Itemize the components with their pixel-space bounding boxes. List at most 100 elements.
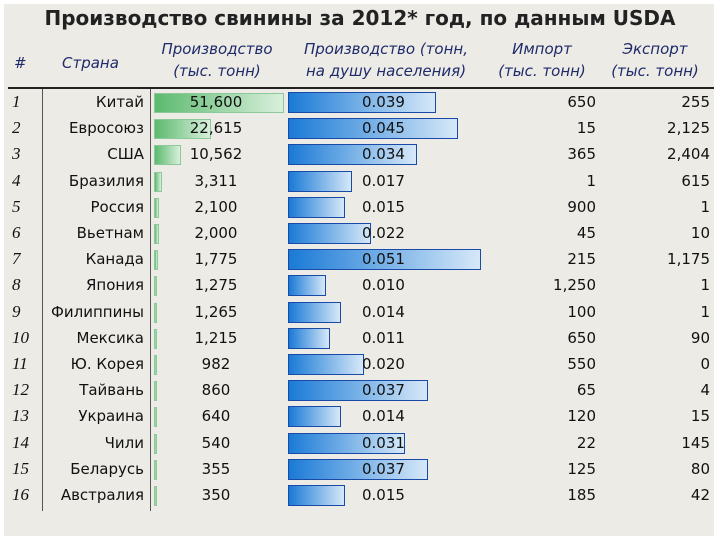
production-bar [154, 407, 157, 428]
per-capita-bar [288, 327, 330, 349]
per-capita-bar [288, 485, 345, 506]
per-capita-value: 0.011 [362, 328, 405, 347]
header-export-line2: (тыс. тонн) [611, 62, 699, 80]
row-country: Вьетнам [76, 224, 144, 242]
production-bar [154, 355, 157, 375]
table-row: 8 Япония 1,275 0.010 1,250 1 [0, 272, 720, 298]
export-value: 80 [690, 459, 710, 478]
import-value: 650 [567, 328, 596, 347]
per-capita-value: 0.014 [362, 302, 405, 321]
production-bar [154, 381, 157, 402]
row-number: 3 [12, 144, 21, 164]
per-capita-cell: 0.017 [288, 168, 488, 194]
row-country: Бразилия [68, 171, 144, 190]
row-country: Ю. Корея [70, 355, 144, 373]
header-divider [8, 87, 714, 89]
production-value: 982 [201, 355, 231, 373]
header-production: Производство (тыс. тонн) [152, 38, 282, 82]
export-value: 42 [690, 486, 710, 504]
row-country: Китай [95, 93, 144, 111]
production-cell: 1,275 [154, 272, 286, 298]
row-number: 5 [12, 196, 21, 216]
import-value: 100 [567, 302, 596, 321]
header-num: # [14, 54, 27, 72]
import-value: 45 [576, 224, 596, 242]
production-value: 2,000 [194, 224, 238, 242]
row-number: 6 [12, 223, 21, 242]
production-cell: 2,100 [154, 194, 286, 220]
import-value: 65 [576, 381, 596, 400]
per-capita-cell: 0.039 [288, 89, 488, 115]
per-capita-value: 0.015 [362, 486, 405, 504]
row-number: 13 [12, 406, 29, 426]
production-cell: 355 [154, 456, 286, 482]
header-import-line1: Импорт [512, 40, 572, 58]
production-value: 3,311 [194, 171, 238, 190]
export-value: 10 [690, 224, 710, 242]
export-value: 0 [700, 355, 710, 373]
export-value: 2,404 [667, 145, 710, 164]
row-country: Россия [90, 197, 145, 216]
export-value: 90 [690, 328, 710, 347]
per-capita-value: 0.020 [362, 355, 405, 373]
per-capita-bar [288, 92, 436, 113]
per-capita-bar [288, 354, 364, 375]
per-capita-cell: 0.011 [288, 325, 488, 351]
per-capita-cell: 0.014 [288, 299, 488, 325]
production-value: 10,562 [189, 145, 243, 164]
production-value: 22,615 [189, 119, 243, 138]
chart-title: Производство свинины за 2012* год, по да… [44, 6, 676, 30]
export-value: 1 [700, 197, 710, 216]
table-row: 13 Украина 640 0.014 120 15 [0, 403, 720, 429]
production-cell: 1,215 [154, 325, 286, 351]
row-number: 1 [12, 92, 21, 111]
per-capita-bar [288, 301, 341, 323]
per-capita-bar [288, 458, 429, 480]
production-cell: 2,000 [154, 220, 286, 246]
row-number: 15 [12, 458, 29, 478]
header-production-line1: Производство [161, 40, 273, 58]
row-number: 9 [12, 301, 21, 321]
production-bar [154, 145, 181, 166]
header-export-line1: Экспорт [622, 40, 688, 58]
table-row: 4 Бразилия 3,311 0.017 1 615 [0, 168, 720, 194]
table-row: 7 Канада 1,775 0.051 215 1,175 [0, 246, 720, 272]
header-import: Импорт (тыс. тонн) [488, 38, 596, 82]
divider-num-country [42, 89, 43, 511]
per-capita-value: 0.022 [362, 224, 405, 242]
import-value: 22 [576, 433, 596, 452]
row-number: 11 [12, 354, 28, 373]
row-number: 14 [12, 432, 29, 452]
per-capita-bar [288, 249, 481, 271]
import-value: 365 [567, 145, 596, 164]
production-bar [154, 276, 158, 297]
production-cell: 10,562 [154, 141, 286, 167]
per-capita-bar [288, 144, 417, 166]
row-country: Мексика [76, 328, 144, 347]
per-capita-cell: 0.014 [288, 403, 488, 429]
header-production-line2: (тыс. тонн) [173, 62, 261, 80]
production-cell: 982 [154, 351, 286, 377]
production-cell: 640 [154, 403, 286, 429]
production-bar [154, 197, 160, 218]
per-capita-cell: 0.034 [288, 141, 488, 167]
import-value: 215 [567, 250, 596, 269]
per-capita-cell: 0.022 [288, 220, 488, 246]
production-value: 350 [201, 486, 231, 504]
production-cell: 1,775 [154, 246, 286, 272]
header-import-line2: (тыс. тонн) [498, 62, 586, 80]
row-number: 4 [12, 170, 21, 190]
per-capita-cell: 0.045 [288, 115, 488, 141]
row-country: Беларусь [70, 459, 144, 478]
production-cell: 3,311 [154, 168, 286, 194]
production-bar [154, 171, 163, 192]
production-bar [154, 433, 157, 454]
per-capita-bar [288, 196, 345, 218]
per-capita-value: 0.045 [362, 119, 405, 138]
table-row: 9 Филиппины 1,265 0.014 100 1 [0, 299, 720, 325]
export-value: 15 [690, 407, 710, 426]
production-value: 355 [201, 459, 231, 478]
row-number: 2 [12, 118, 21, 138]
per-capita-value: 0.017 [362, 171, 405, 190]
per-capita-cell: 0.010 [288, 272, 488, 298]
